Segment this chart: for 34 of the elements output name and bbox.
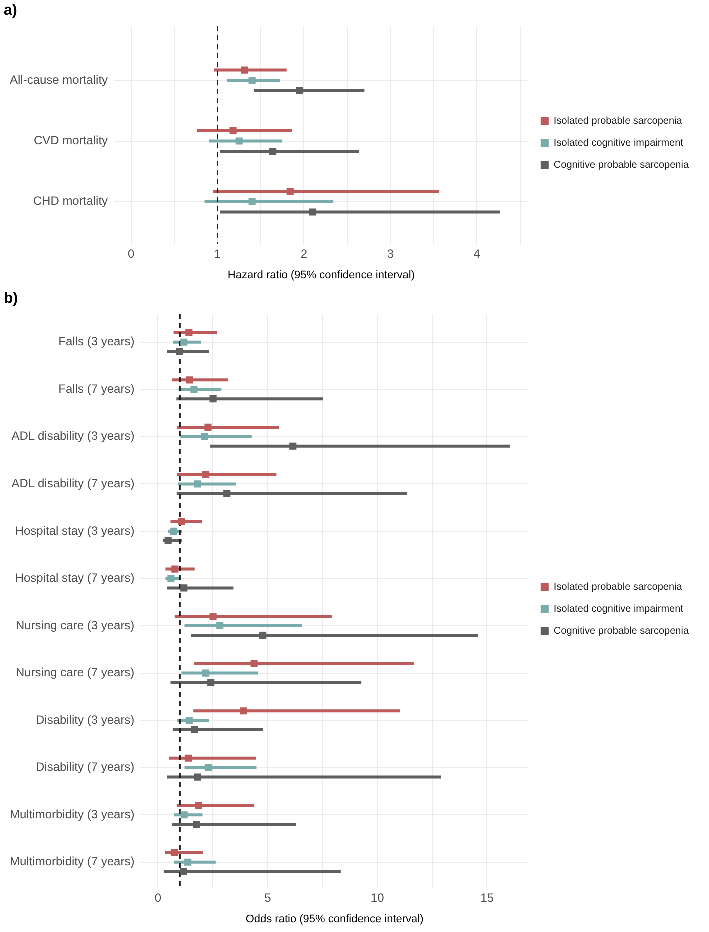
y-tick-label: Nursing care (3 years) <box>16 618 135 632</box>
legend-label: Cognitive probable sarcopenia <box>554 160 690 171</box>
legend-label: Isolated cognitive impairment <box>554 138 684 149</box>
text: b) <box>4 290 18 308</box>
x-tick-label: 5 <box>264 890 272 905</box>
y-tick-label: Falls (7 years) <box>58 382 135 396</box>
x-tick-label: 0 <box>154 890 162 905</box>
y-tick-label: ADL disability (7 years) <box>12 476 135 491</box>
legend-label: Cognitive probable sarcopenia <box>554 626 690 637</box>
x-axis-title: Odds ratio (95% confidence interval) <box>246 913 424 926</box>
y-tick-label: CVD mortality <box>34 134 108 148</box>
y-tick-label: Multimorbidity (3 years) <box>10 807 135 822</box>
x-tick-label: 10 <box>370 890 385 905</box>
chart-title: a) <box>4 2 18 20</box>
y-tick-label: Hospital stay (7 years) <box>15 571 135 586</box>
legend-label: Isolated probable sarcopenia <box>554 582 683 593</box>
y-tick-label: Hospital stay (3 years) <box>15 524 135 538</box>
y-tick-label: Multimorbidity (7 years) <box>10 854 135 869</box>
x-tick-label: 2 <box>300 246 308 261</box>
legend-label: Isolated cognitive impairment <box>554 604 684 615</box>
y-tick-label: Disability (3 years) <box>36 712 135 727</box>
x-tick-label: 1 <box>214 246 222 261</box>
y-tick-label: CHD mortality <box>33 194 108 208</box>
x-tick-label: 0 <box>128 246 135 261</box>
y-tick-label: ADL disability (3 years) <box>12 429 135 444</box>
y-tick-label: Falls (3 years) <box>58 334 135 349</box>
legend-label: Isolated probable sarcopenia <box>554 116 683 127</box>
x-tick-label: 3 <box>387 246 394 261</box>
x-tick-label: 4 <box>474 246 481 261</box>
y-tick-label: Disability (7 years) <box>36 760 135 774</box>
y-tick-label: All-cause mortality <box>10 72 108 87</box>
x-tick-label: 15 <box>480 890 494 905</box>
y-tick-label: Nursing care (7 years) <box>16 666 135 680</box>
x-axis-title: Hazard ratio (95% confidence interval) <box>228 269 416 282</box>
